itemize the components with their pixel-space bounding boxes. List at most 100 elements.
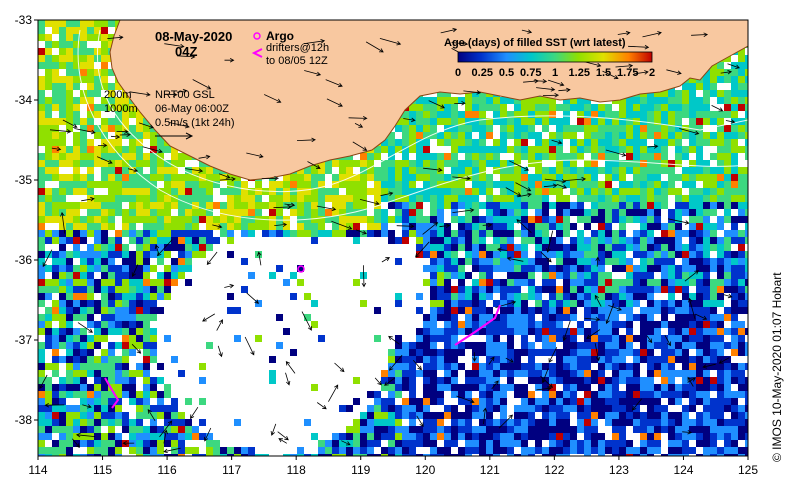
current-arrow-icon (388, 335, 400, 345)
current-arrow-icon (562, 320, 571, 342)
argo-legend-icon (253, 32, 261, 40)
current-arrow-icon (341, 440, 351, 446)
x-tick-label: 124 (673, 463, 693, 477)
current-arrow-icon (71, 438, 80, 448)
current-arrow-icon (456, 395, 475, 404)
current-arrow-icon (547, 79, 565, 87)
x-tick-label: 123 (609, 463, 629, 477)
current-arrow-icon (278, 438, 288, 444)
current-arrow-icon (352, 141, 368, 151)
legend-tick-label: 0.25 (472, 67, 493, 79)
current-arrow-icon (128, 168, 139, 173)
current-arrow-icon (355, 229, 367, 235)
x-tick-label: 120 (415, 463, 435, 477)
current-arrow-icon (185, 168, 204, 173)
current-arrow-icon (422, 222, 439, 235)
y-tick-label: -38 (15, 413, 33, 427)
current-arrow-icon (642, 31, 662, 38)
current-arrow-icon (39, 374, 48, 390)
current-arrow-icon (218, 173, 231, 179)
current-arrow-icon (164, 43, 185, 49)
current-arrow-icon (602, 70, 619, 80)
current-arrow-icon (316, 205, 337, 212)
current-arrow-icon (617, 30, 631, 36)
current-arrow-icon (374, 377, 382, 386)
x-axis-ticks: 114 115 116 117 118 119 120 121 122 123 124 125 (28, 456, 758, 477)
current-arrow-icon (74, 128, 96, 135)
current-arrow-icon (647, 144, 659, 149)
argo-float-marker (297, 265, 305, 273)
current-arrow-icon (177, 54, 196, 59)
current-arrow-icon (666, 69, 682, 75)
current-arrow-icon (270, 423, 277, 436)
legend-tick-label: 1 (552, 67, 558, 79)
current-arrow-icon (122, 440, 135, 446)
drifter-track (104, 377, 120, 409)
current-arrow-icon (348, 116, 368, 121)
current-arrow-icon (244, 336, 255, 356)
current-arrow-icon (219, 176, 236, 182)
drifter-track (454, 304, 501, 346)
current-arrow-icon (257, 251, 262, 266)
current-arrow-icon (131, 264, 139, 278)
current-arrow-icon (564, 176, 587, 182)
legend-tick-label: 0 (455, 67, 461, 79)
current-arrow-icon (81, 196, 95, 202)
current-arrow-icon (546, 230, 554, 253)
current-arrow-icon (388, 354, 403, 371)
current-arrow-icon (548, 347, 558, 363)
x-tick-label: 117 (222, 463, 241, 477)
current-arrow-icon (328, 384, 339, 402)
current-arrow-icon (325, 79, 343, 88)
current-arrow-icon (190, 406, 199, 420)
current-arrow-icon (540, 251, 552, 263)
current-arrow-icon (687, 376, 694, 387)
current-arrow-icon (206, 251, 218, 266)
current-arrow-icon (491, 380, 499, 390)
y-axis-ticks: -33 -34 -35 -36 -37 -38 (15, 13, 38, 427)
current-arrow-icon (691, 32, 709, 37)
current-arrow-icon (727, 63, 740, 69)
current-arrow-icon (110, 134, 121, 140)
current-arrow-icon (472, 352, 477, 362)
current-arrow-icon (142, 146, 163, 154)
drifters-label-1: drifters@12h (266, 42, 329, 54)
current-arrow-icon (594, 294, 602, 307)
current-arrow-icon (496, 247, 508, 252)
current-arrow-icon (82, 404, 92, 409)
current-arrow-icon (536, 87, 556, 92)
current-arrow-icon (720, 69, 733, 75)
current-arrow-icon (605, 149, 627, 157)
isobath-label-200m: 200m (104, 89, 132, 101)
current-arrow-icon (723, 293, 733, 299)
current-arrow-icon (416, 415, 424, 427)
current-arrow-icon (533, 78, 548, 84)
current-arrow-icon (284, 202, 296, 208)
current-arrow-icon (482, 407, 488, 425)
current-arrow-icon (702, 363, 716, 369)
x-tick-label: 125 (738, 463, 758, 477)
current-arrow-icon (684, 270, 699, 282)
current-arrow-icon (75, 432, 96, 438)
current-arrow-icon (246, 292, 260, 304)
current-arrow-icon (147, 408, 156, 422)
current-arrow-icon (97, 143, 108, 148)
current-arrow-icon (463, 90, 482, 95)
current-arrow-icon (277, 431, 289, 441)
current-arrow-icon (451, 41, 469, 46)
current-arrow-icon (396, 223, 415, 229)
current-arrow-icon (49, 129, 72, 134)
current-arrow-icon (116, 129, 129, 134)
current-arrow-icon (634, 70, 649, 75)
current-arrow-icon (664, 335, 671, 347)
current-arrow-icon (440, 27, 458, 34)
current-arrow-icon (558, 87, 571, 93)
current-arrow-icon (96, 156, 113, 164)
current-arrow-icon (488, 356, 495, 365)
current-arrow-icon (107, 35, 124, 40)
current-arrow-icon (542, 93, 560, 98)
isobath-200m (96, 29, 748, 193)
current-arrow-icon (264, 94, 282, 103)
current-arrow-icon (646, 335, 653, 344)
legend-tick-label: 1.25 (569, 67, 590, 79)
